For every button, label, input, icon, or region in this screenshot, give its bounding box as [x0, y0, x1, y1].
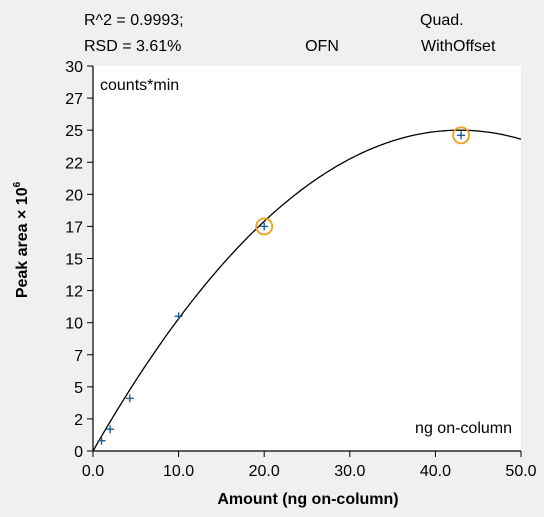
compound-label: OFN [305, 38, 339, 55]
y-tick-label: 22 [65, 155, 83, 172]
fit-offset-label: WithOffset [421, 38, 496, 55]
fit-curve-layer [92, 129, 522, 452]
y-axis-title: Peak area × 106 [12, 181, 31, 298]
fit-curve [92, 129, 522, 452]
svg-text:Peak area × 106: Peak area × 106 [12, 181, 31, 298]
y-axis-title-main: Peak area × 10 [14, 187, 31, 298]
x-units-label: ng on-column [415, 420, 512, 437]
y-axis-title-exponent: 6 [12, 181, 23, 187]
x-tick-label: 20.0 [249, 463, 280, 480]
x-axis-title: Amount (ng on-column) [217, 491, 398, 508]
highlight-ring [255, 217, 274, 236]
x-tick-label: 40.0 [420, 463, 451, 480]
x-tick-label: 50.0 [505, 463, 536, 480]
y-tick-label: 17 [65, 219, 83, 236]
y-tick-label: 5 [74, 380, 83, 397]
data-point [457, 131, 466, 140]
y-tick-label: 7 [74, 348, 83, 365]
x-tick-label: 30.0 [334, 463, 365, 480]
plot-area [93, 66, 521, 451]
x-tick-label: 10.0 [163, 463, 194, 480]
data-point [125, 394, 134, 403]
y-tick-label: 12 [65, 284, 83, 301]
highlight-ring [452, 126, 470, 145]
x-tick-label: 0.0 [82, 463, 104, 480]
rsd-label: RSD = 3.61% [84, 38, 181, 55]
y-tick-label: 25 [65, 123, 83, 140]
data-point [106, 425, 115, 434]
data-point [174, 312, 183, 321]
y-tick-label: 27 [65, 91, 83, 108]
r-squared-label: R^2 = 0.9993; [84, 12, 184, 29]
y-tick-label: 0 [74, 444, 83, 461]
data-points-layer [97, 126, 470, 445]
y-tick-label: 10 [65, 316, 83, 333]
data-point [260, 222, 269, 231]
y-tick-label: 30 [65, 59, 83, 76]
fit-type-label: Quad. [420, 12, 464, 29]
y-units-label: counts*min [100, 77, 179, 94]
data-point [97, 436, 106, 445]
y-tick-label: 20 [65, 187, 83, 204]
y-tick-label: 15 [65, 252, 83, 269]
y-tick-label: 2 [74, 412, 83, 429]
